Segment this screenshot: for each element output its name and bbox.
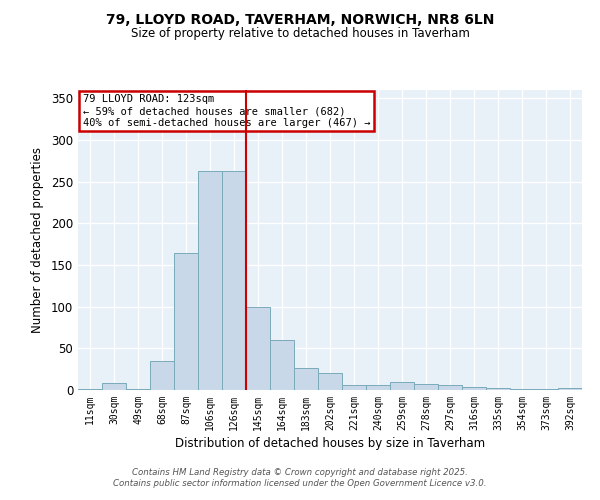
Bar (558, 388, 582, 390)
Bar (438, 385, 462, 390)
Bar (366, 385, 390, 390)
Bar (78, 389, 102, 390)
Bar (174, 252, 198, 390)
Text: Size of property relative to detached houses in Taverham: Size of property relative to detached ho… (131, 28, 469, 40)
Bar (270, 340, 294, 390)
Bar (102, 384, 126, 390)
Text: 79, LLOYD ROAD, TAVERHAM, NORWICH, NR8 6LN: 79, LLOYD ROAD, TAVERHAM, NORWICH, NR8 6… (106, 12, 494, 26)
Bar (222, 171, 246, 390)
Bar (486, 388, 510, 390)
Bar (534, 389, 558, 390)
Bar (414, 384, 438, 390)
X-axis label: Distribution of detached houses by size in Taverham: Distribution of detached houses by size … (175, 437, 485, 450)
Text: 79 LLOYD ROAD: 123sqm
← 59% of detached houses are smaller (682)
40% of semi-det: 79 LLOYD ROAD: 123sqm ← 59% of detached … (83, 94, 371, 128)
Bar (510, 389, 534, 390)
Bar (342, 385, 366, 390)
Bar (462, 386, 486, 390)
Bar (198, 171, 222, 390)
Y-axis label: Number of detached properties: Number of detached properties (31, 147, 44, 333)
Bar (390, 382, 414, 390)
Bar (126, 389, 150, 390)
Bar (246, 306, 270, 390)
Bar (150, 361, 174, 390)
Text: Contains HM Land Registry data © Crown copyright and database right 2025.
Contai: Contains HM Land Registry data © Crown c… (113, 468, 487, 487)
Bar (294, 368, 318, 390)
Bar (318, 374, 342, 390)
